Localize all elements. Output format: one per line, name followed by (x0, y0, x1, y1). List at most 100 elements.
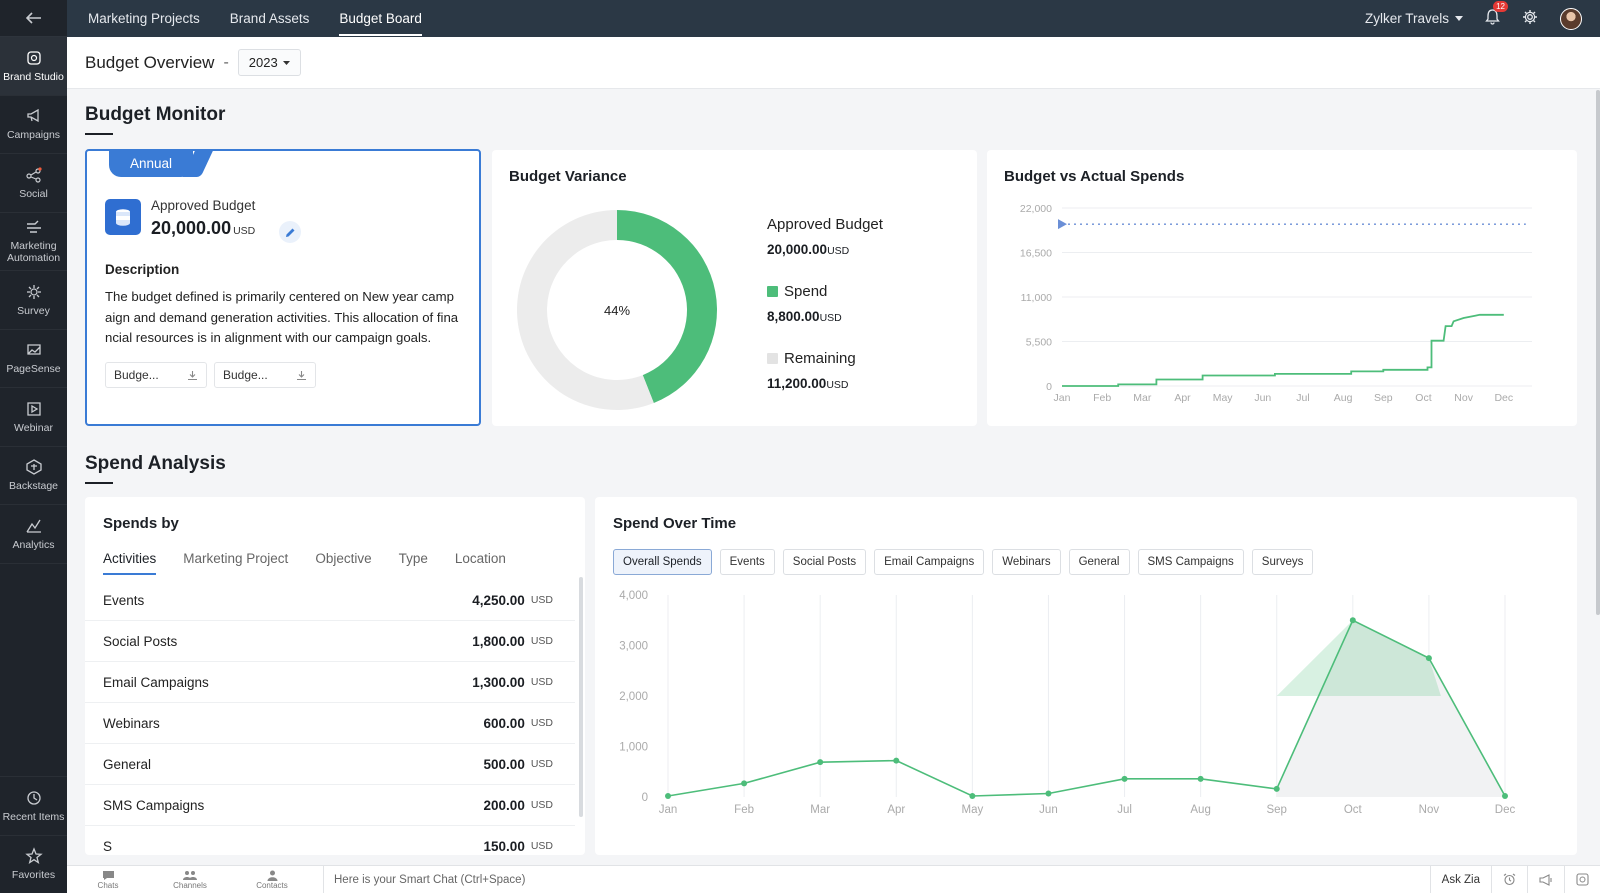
filter-chip-email-campaigns[interactable]: Email Campaigns (874, 549, 985, 575)
annual-budget-card: Annual Approved Budget 20,000.00 USD Desc… (85, 149, 481, 426)
data-point[interactable] (1121, 775, 1128, 782)
tab-type[interactable]: Type (398, 551, 428, 566)
sidebar-item-label: Campaigns (6, 129, 61, 142)
list-item[interactable]: Webinars 600.00 USD (85, 703, 575, 744)
x-tick-label: Jan (659, 804, 678, 816)
data-point[interactable] (1273, 785, 1280, 792)
sidebar-item-campaigns[interactable]: Campaigns (0, 96, 67, 154)
tab-marketing-project[interactable]: Marketing Project (183, 551, 289, 566)
user-avatar[interactable] (1560, 7, 1582, 30)
sidebar-item-webinar[interactable]: Webinar (0, 388, 67, 447)
page-title: Budget Overview (85, 52, 215, 72)
filter-chip-events[interactable]: Events (719, 549, 775, 575)
tab-activities[interactable]: Activities (103, 551, 157, 575)
filter-chip-overall-spends[interactable]: Overall Spends (613, 549, 712, 575)
list-item[interactable]: S 150.00 USD (85, 826, 575, 855)
description-heading: Description (105, 262, 180, 277)
annual-tab[interactable]: Annual (109, 150, 193, 177)
list-item[interactable]: General 500.00 USD (85, 744, 575, 785)
description-text: The budget defined is primarily centered… (105, 289, 459, 345)
list-scrollbar[interactable] (579, 577, 583, 817)
spend-line (667, 619, 1506, 797)
attachment-1[interactable]: Budge... (105, 362, 207, 388)
announcements-button[interactable] (1527, 865, 1564, 893)
sidebar-item-brand-studio[interactable]: Brand Studio (0, 37, 67, 96)
channels-button[interactable]: Channels (149, 870, 231, 890)
contacts-button[interactable]: Contacts (231, 870, 313, 890)
help-button[interactable] (1564, 865, 1600, 893)
collapse-sidebar-button[interactable] (0, 0, 67, 37)
attachment-2[interactable]: Budge... (214, 362, 316, 388)
gear-icon (1523, 10, 1537, 24)
tab-objective[interactable]: Objective (315, 551, 372, 566)
survey-icon (26, 284, 41, 299)
data-point[interactable] (665, 792, 671, 799)
spends-by-list: Events 4,250.00 USD Social Posts 1,800.00 USD… (85, 580, 575, 855)
chats-button[interactable]: Chats (67, 870, 149, 890)
year-value: 2023 (248, 55, 278, 70)
sidebar-item-backstage[interactable]: Backstage (0, 447, 67, 505)
filter-chip-general[interactable]: General (1068, 549, 1130, 575)
sidebar-item-marketing-automation[interactable]: Marketing Automation (0, 213, 67, 271)
data-point[interactable] (741, 780, 748, 787)
filter-chip-surveys[interactable]: Surveys (1251, 549, 1314, 575)
sidebar-item-survey[interactable]: Survey (0, 271, 67, 330)
chevron-down-icon (1455, 16, 1463, 21)
contacts-label: Contacts (256, 880, 288, 890)
x-tick-label: Mar (810, 804, 830, 816)
tab-location[interactable]: Location (454, 551, 506, 566)
ask-zia-button[interactable]: Ask Zia (1429, 865, 1491, 893)
x-tick-label: May (961, 804, 983, 816)
notifications-button[interactable]: 12 (1485, 1, 1508, 28)
data-point[interactable] (1197, 775, 1204, 782)
pencil-icon (285, 228, 294, 237)
x-tick-label: Jul (1117, 804, 1132, 816)
smart-chat-input[interactable]: Here is your Smart Chat (Ctrl+Space) (323, 865, 1430, 893)
settings-button[interactable] (1522, 9, 1538, 28)
filter-chip-webinars[interactable]: Webinars (992, 549, 1061, 575)
sidebar-item-label: Survey (17, 304, 50, 317)
data-point[interactable] (1045, 790, 1052, 797)
sidebar-item-recent-items[interactable]: Recent Items (0, 776, 67, 835)
y-tick-label: 11,000 (1021, 292, 1052, 304)
sidebar-item-favorites[interactable]: Favorites (0, 834, 67, 893)
edit-budget-button[interactable] (279, 221, 301, 243)
tab-budget-board[interactable]: Budget Board (339, 1, 422, 36)
spend-legend-label: Spend (784, 283, 828, 300)
sidebar-item-analytics[interactable]: Analytics (0, 505, 67, 564)
data-point[interactable] (817, 759, 824, 766)
sidebar-item-label: Analytics (12, 538, 55, 551)
list-item[interactable]: SMS Campaigns 200.00 USD (85, 785, 575, 826)
unit: USD (826, 379, 849, 391)
data-point[interactable] (1425, 655, 1432, 662)
list-item[interactable]: Social Posts 1,800.00 USD (85, 621, 575, 662)
list-item[interactable]: Events 4,250.00 USD (85, 580, 575, 621)
budget-variance-title: Budget Variance (509, 168, 627, 185)
filter-chip-sms-campaigns[interactable]: SMS Campaigns (1137, 549, 1244, 575)
x-tick-label: Dec (1494, 392, 1513, 404)
alarm-button[interactable] (1491, 865, 1527, 893)
budget-vs-actual-card: Budget vs Actual Spends 0 5,500 11,000 16,5… (987, 150, 1577, 426)
data-point[interactable] (893, 757, 900, 764)
x-tick-label: Dec (1495, 804, 1516, 816)
data-point[interactable] (969, 792, 976, 799)
data-point[interactable] (1502, 792, 1508, 799)
top-navigation: Marketing Projects Brand Assets Budget Boa… (88, 1, 422, 36)
y-tick-label: 0 (1046, 381, 1052, 393)
filter-chip-social-posts[interactable]: Social Posts (782, 549, 867, 575)
analytics-icon (25, 519, 41, 533)
list-item[interactable]: Email Campaigns 1,300.00 USD (85, 662, 575, 703)
year-select[interactable]: 2023 (237, 49, 301, 76)
x-tick-label: Jun (1254, 392, 1271, 404)
star-icon (24, 847, 43, 865)
tab-marketing-projects[interactable]: Marketing Projects (88, 11, 200, 26)
page-scrollbar[interactable] (1596, 90, 1600, 615)
data-point[interactable] (1349, 617, 1356, 624)
tab-brand-assets[interactable]: Brand Assets (229, 11, 310, 26)
org-switcher[interactable]: Zylker Travels (1365, 11, 1463, 26)
spend-analysis-heading: Spend Analysis (85, 453, 226, 474)
sidebar-item-social[interactable]: Social (0, 154, 67, 213)
y-tick-label: 5,500 (1026, 337, 1052, 349)
sidebar-item-pagesense[interactable]: PageSense (0, 330, 67, 388)
spend-filter-chips: Overall Spends Events Social Posts Email Ca… (613, 549, 1314, 575)
